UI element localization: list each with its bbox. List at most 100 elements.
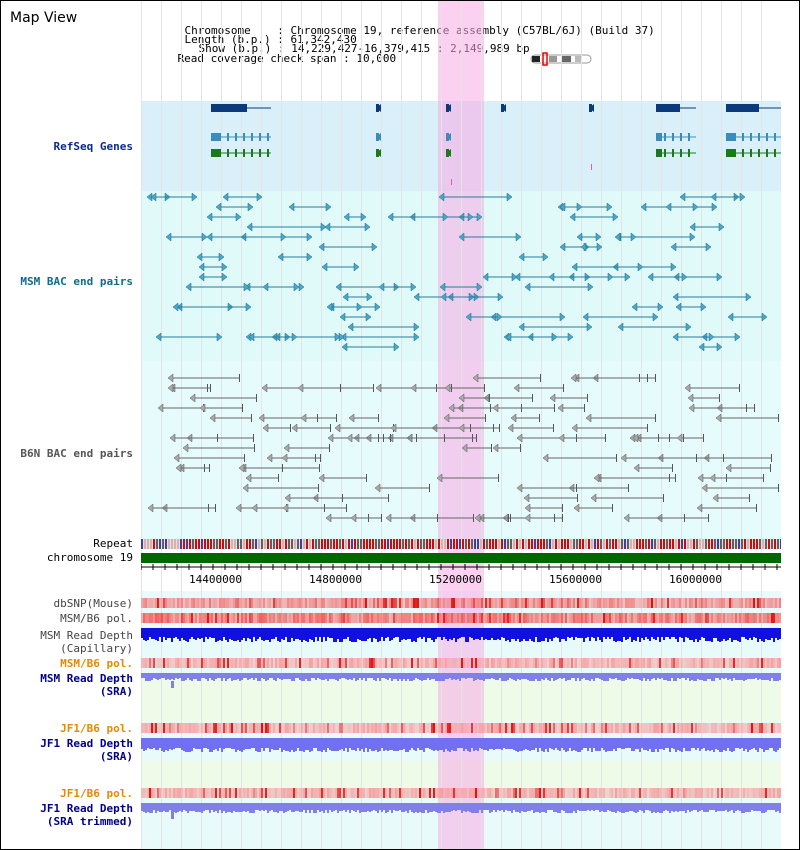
heat-cell: [251, 598, 253, 608]
heat-cell: [285, 613, 287, 623]
heat-cell: [605, 788, 607, 798]
depth-bar: [401, 628, 403, 640]
genome-browser-canvas[interactable]: 14400000 14800000 15200000 15600000 1600…: [141, 1, 781, 849]
depth-bar: [203, 738, 205, 748]
heat-cell: [263, 658, 265, 668]
heat-cell: [169, 723, 171, 733]
depth-bar: [307, 803, 309, 810]
depth-bar: [425, 628, 427, 642]
heat-cell: [447, 598, 449, 608]
depth-bar: [291, 628, 293, 638]
depth-bar: [243, 673, 245, 678]
repeat-element: [351, 539, 353, 549]
heat-cell: [369, 788, 371, 798]
depth-bar: [391, 738, 393, 750]
depth-bar: [461, 673, 463, 678]
heat-cell: [357, 788, 359, 798]
heat-cell: [461, 613, 463, 623]
heat-cell: [611, 598, 613, 608]
depth-bar: [779, 673, 781, 680]
heat-cell: [709, 613, 711, 623]
bac-end: [676, 433, 683, 443]
bac-end: [655, 374, 656, 382]
heat-cell: [719, 613, 721, 623]
bac-end: [413, 292, 420, 302]
depth-bar: [347, 738, 349, 752]
heat-cell: [217, 723, 219, 733]
heat-cell: [591, 598, 593, 608]
depth-bar: [251, 803, 253, 813]
bac-end: [215, 202, 222, 212]
heat-cell: [145, 598, 147, 608]
heat-cell: [711, 658, 713, 668]
heat-cell: [745, 788, 747, 798]
bac-end: [596, 242, 603, 252]
bac-end: [684, 383, 691, 393]
heat-cell: [657, 658, 659, 668]
depth-bar: [757, 673, 759, 680]
heat-cell: [701, 788, 703, 798]
heat-cell: [773, 788, 775, 798]
heat-cell: [535, 598, 537, 608]
depth-bar: [327, 803, 329, 813]
depth-bar: [165, 738, 167, 750]
depth-bar: [429, 628, 431, 638]
heat-cell: [179, 613, 181, 623]
heat-cell: [405, 788, 407, 798]
depth-bar: [555, 738, 557, 748]
depth-bar: [641, 628, 643, 638]
depth-bar: [407, 738, 409, 752]
depth-bar: [233, 673, 235, 680]
depth-bar: [585, 673, 587, 680]
heat-cell: [387, 788, 389, 798]
heat-cell: [435, 788, 437, 798]
depth-bar: [521, 803, 523, 811]
heat-cell: [265, 598, 267, 608]
heat-cell: [743, 658, 745, 668]
bac-end: [381, 514, 382, 522]
grid-line: [601, 1, 602, 849]
depth-bar: [459, 738, 461, 748]
depth-bar: [329, 673, 331, 679]
depth-bar: [355, 803, 357, 812]
heat-cell: [157, 613, 159, 623]
depth-bar: [637, 803, 639, 812]
depth-bar: [235, 628, 237, 641]
heat-cell: [249, 613, 251, 623]
depth-bar: [523, 738, 525, 750]
depth-bar: [301, 803, 303, 812]
heat-cell: [339, 598, 341, 608]
bac-end: [318, 473, 325, 483]
depth-bar: [413, 803, 415, 813]
heat-cell: [735, 723, 737, 733]
depth-bar: [449, 738, 451, 752]
bac-end: [253, 434, 254, 442]
heat-cell: [683, 788, 685, 798]
depth-bar: [771, 673, 773, 678]
heat-cell: [195, 613, 197, 623]
heat-cell: [663, 598, 665, 608]
heat-cell: [657, 723, 659, 733]
heat-cell: [349, 613, 351, 623]
depth-bar: [309, 738, 311, 752]
depth-bar: [175, 673, 177, 678]
bac-end: [191, 192, 198, 202]
heat-cell: [357, 723, 359, 733]
depth-bar: [623, 628, 625, 637]
heat-cell: [491, 723, 493, 733]
heat-cell: [665, 658, 667, 668]
depth-bar: [321, 803, 323, 811]
gene-exon: [734, 149, 736, 157]
heat-cell: [579, 658, 581, 668]
heat-cell: [649, 788, 651, 798]
depth-bar: [421, 673, 423, 681]
heat-cell: [539, 598, 541, 608]
heat-cell: [387, 613, 389, 623]
depth-bar: [427, 628, 429, 638]
depth-bar: [325, 738, 327, 752]
heat-cell: [355, 658, 357, 668]
depth-bar: [763, 738, 765, 752]
heat-cell: [331, 598, 333, 608]
heat-cell: [393, 598, 395, 608]
depth-bar: [179, 673, 181, 678]
